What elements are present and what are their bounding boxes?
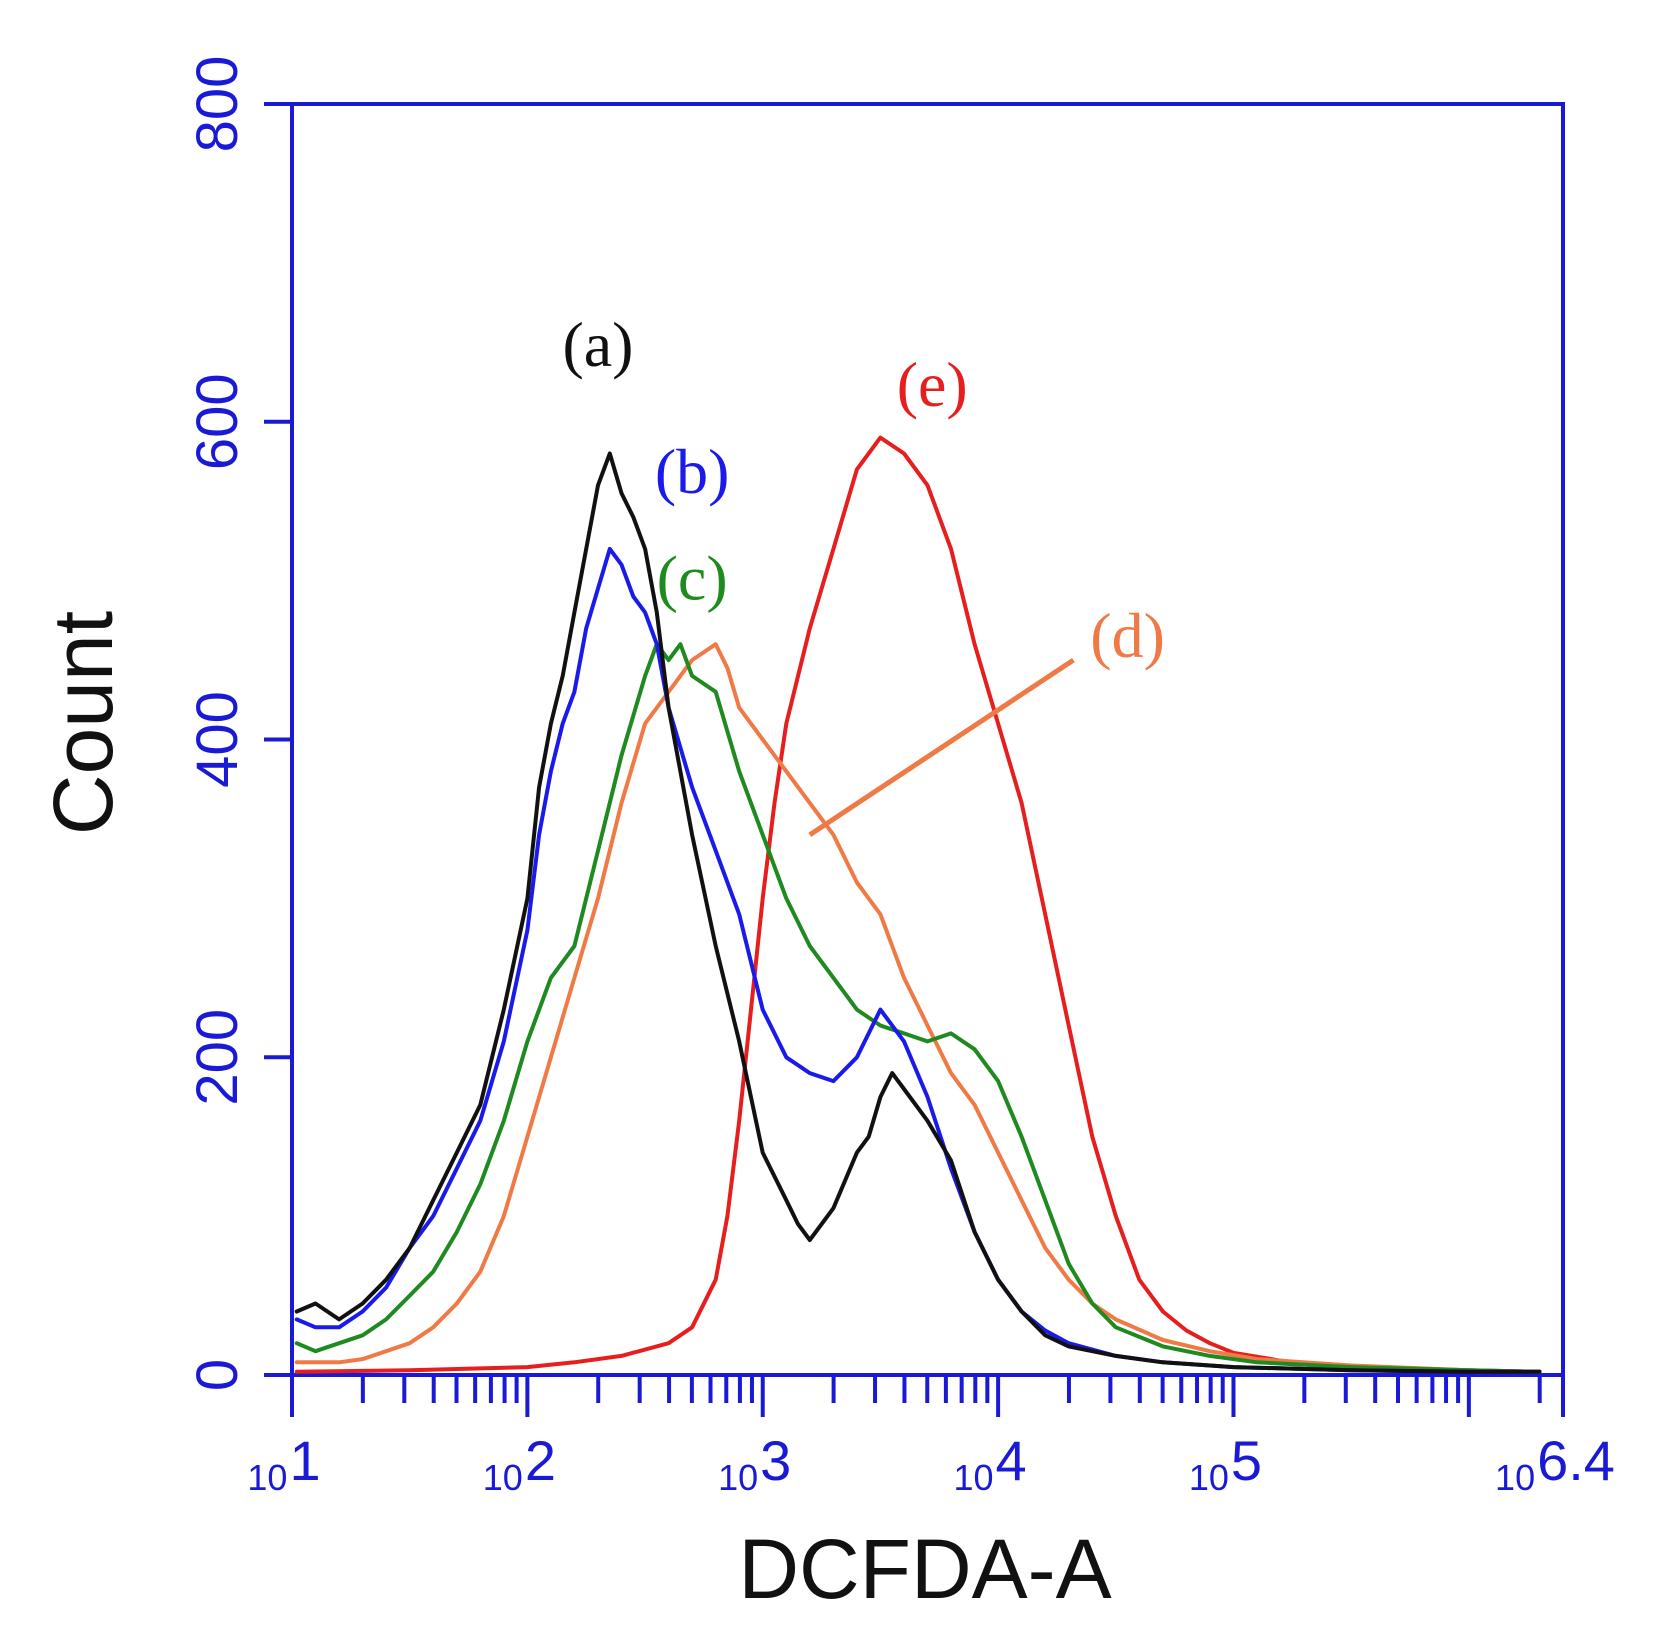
series-label-b: (b) bbox=[655, 436, 730, 507]
x-tick-label-exponent: 5 bbox=[1231, 1429, 1262, 1492]
series-label-c: (c) bbox=[657, 543, 728, 614]
series-layer bbox=[294, 435, 1542, 1374]
series-leader-line bbox=[808, 657, 1075, 837]
x-tick-label-exponent: 1 bbox=[289, 1429, 320, 1492]
x-tick-label-exponent: 2 bbox=[525, 1429, 556, 1492]
x-tick-label: 102 bbox=[483, 1429, 556, 1498]
x-tick-label-base: 10 bbox=[1189, 1457, 1229, 1498]
x-tick-label: 106.4 bbox=[1495, 1429, 1615, 1498]
x-tick-label-base: 10 bbox=[483, 1457, 523, 1498]
y-axis: 0 200 400 600 800 bbox=[185, 56, 292, 1391]
x-tick-label-exponent: 4 bbox=[996, 1429, 1027, 1492]
series-line-e bbox=[294, 435, 1542, 1374]
y-tick-label: 0 bbox=[185, 1359, 250, 1391]
y-tick-label: 800 bbox=[185, 56, 250, 153]
x-tick-label-exponent: 3 bbox=[760, 1429, 791, 1492]
x-tick-label-base: 10 bbox=[718, 1457, 758, 1498]
series-line-a bbox=[294, 451, 1542, 1374]
x-tick-label: 101 bbox=[247, 1429, 320, 1498]
x-axis-title: DCFDA-A bbox=[738, 1522, 1111, 1616]
x-tick-label-base: 10 bbox=[247, 1457, 287, 1498]
y-tick-label: 200 bbox=[185, 1009, 250, 1106]
y-tick-label: 600 bbox=[185, 373, 250, 470]
x-tick-label: 104 bbox=[954, 1429, 1027, 1498]
x-axis: 101 102 103 104 105 106.4 bbox=[247, 1375, 1615, 1498]
x-tick-label-base: 10 bbox=[1495, 1457, 1535, 1498]
y-axis-title: Count bbox=[36, 611, 130, 835]
series-label-a: (a) bbox=[562, 309, 633, 380]
series-labels: (a) (b) (c) (d) (e) bbox=[562, 309, 1165, 837]
series-line-c bbox=[294, 642, 1542, 1374]
x-tick-label: 105 bbox=[1189, 1429, 1262, 1498]
x-tick-label-base: 10 bbox=[954, 1457, 994, 1498]
series-label-e: (e) bbox=[897, 349, 968, 420]
y-tick-label: 400 bbox=[185, 691, 250, 788]
x-tick-label: 103 bbox=[718, 1429, 791, 1498]
series-label-d: (d) bbox=[1090, 600, 1165, 671]
x-tick-label-exponent: 6.4 bbox=[1537, 1429, 1615, 1492]
